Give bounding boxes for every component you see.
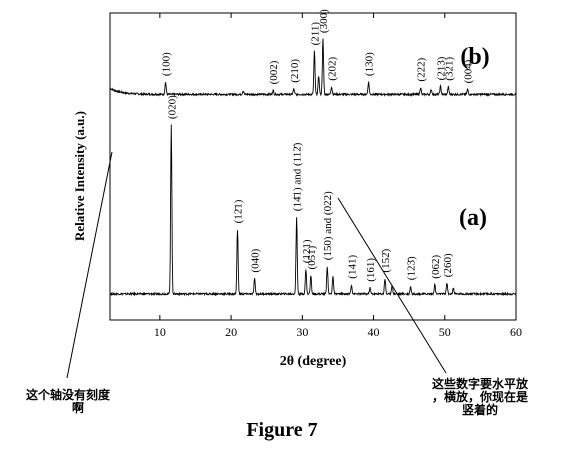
peak-label: (211) [309, 22, 321, 46]
peak-label: (121) [301, 239, 313, 263]
annotation-left-line-2: 啊 [72, 401, 85, 415]
trace-a [109, 124, 517, 297]
peak-label: (321) [443, 57, 455, 81]
plot-frame [109, 12, 517, 321]
peak-label: (062) [430, 255, 442, 279]
x-tick-label: 10 [154, 325, 166, 339]
peak-label: (300) [318, 9, 330, 33]
peak-label: (12̄1) [233, 199, 245, 223]
peak-label: (202) [327, 57, 339, 81]
pointer-line-right [337, 197, 447, 374]
panel-name-group: (b) (a) [459, 44, 490, 231]
x-axis-label: 2θ (degree) [280, 354, 347, 369]
peak-label: (222) [416, 57, 428, 81]
peak-label: (051) [306, 245, 318, 269]
y-axis-label: Relative Intensity (a.u.) [72, 111, 87, 241]
annotation-right-line-2: ，横放，你现在是 [431, 390, 528, 404]
peak-label-group: (100) (002) (210) (211)(300) (202) (130) (222)… [161, 9, 475, 282]
pointer-line-left [66, 151, 113, 379]
x-tick-label: 60 [510, 325, 522, 339]
peak-label: (161) [365, 258, 377, 282]
annotation-right-line-3: 竖着的 [461, 403, 498, 417]
peak-label: (213) [436, 56, 448, 80]
trace-group [109, 38, 517, 297]
peak-label: (14̄1) and (112̄) [292, 142, 304, 211]
peak-label: (100) [161, 52, 173, 76]
peak-label: (020) [166, 95, 178, 119]
figure-caption: Figure 7 [246, 419, 318, 441]
x-tick-label: 40 [368, 325, 380, 339]
peak-label: (150) and (022) [322, 191, 334, 260]
peak-label: (260) [442, 253, 454, 277]
peak-label: (004) [463, 59, 475, 83]
trace-b [109, 38, 516, 97]
peak-label: (123̄) [406, 256, 418, 280]
peak-label: (141) [347, 255, 359, 279]
annotation-right: 这些数字要水平放 ，横放，你现在是 竖着的 [400, 378, 560, 417]
peak-label: (130) [364, 52, 376, 76]
panel-label-a: (a) [459, 205, 487, 231]
x-tick-label: 50 [439, 325, 451, 339]
peak-label: (152̄) [380, 248, 392, 272]
x-tick-label: 20 [225, 325, 237, 339]
peak-label: (040) [250, 248, 262, 272]
annotation-left: 这个轴没有刻度 啊 [26, 389, 110, 415]
panel-label-b: (b) [460, 44, 489, 70]
annotation-left-line-1: 这个轴没有刻度 [26, 388, 111, 402]
peak-label: (210) [289, 59, 301, 83]
peak-label: (002) [268, 60, 280, 84]
annotation-right-line-1: 这些数字要水平放 [431, 377, 528, 391]
x-tick-group: 10 20 30 40 50 60 [154, 13, 522, 339]
x-tick-label: 30 [296, 325, 308, 339]
